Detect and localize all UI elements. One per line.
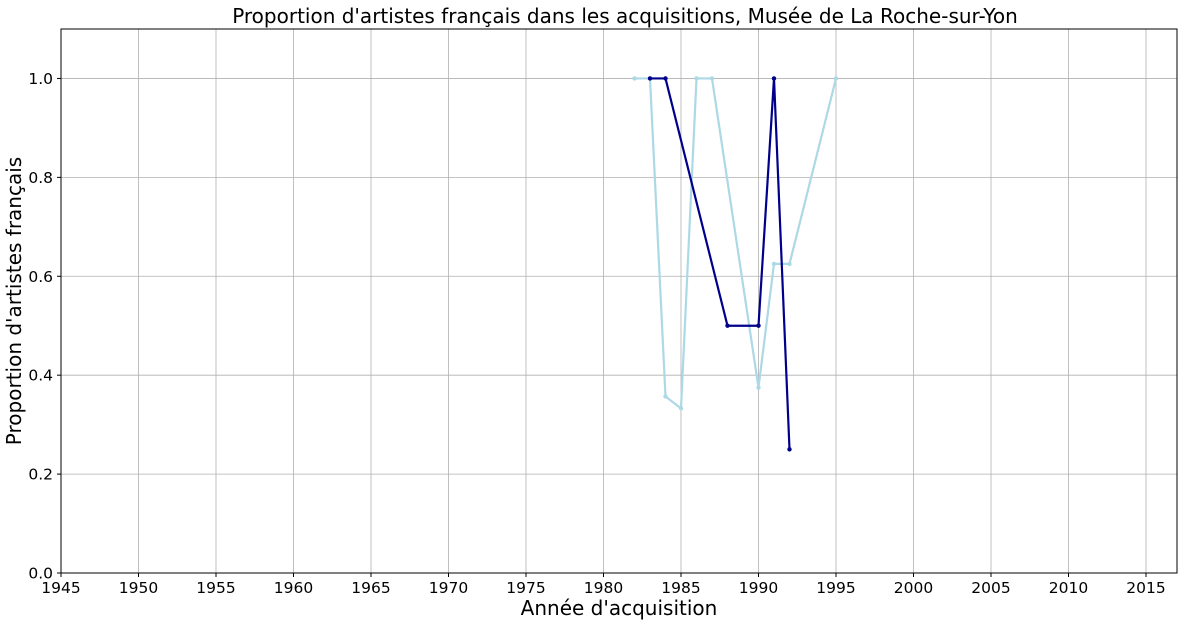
- series-layer: [632, 76, 839, 452]
- x-tick-label: 2010: [1049, 579, 1088, 597]
- data-point: [787, 447, 792, 452]
- x-tick-label: 1995: [816, 579, 855, 597]
- y-tick-label: 0.2: [28, 466, 53, 484]
- x-tick-label: 1965: [351, 579, 390, 597]
- x-tick-label: 1955: [196, 579, 235, 597]
- x-tick-label: 1975: [506, 579, 545, 597]
- data-point: [663, 76, 668, 81]
- x-tick-label: 2015: [1126, 579, 1165, 597]
- x-tick-label: 2005: [971, 579, 1010, 597]
- data-point: [756, 385, 761, 390]
- data-point: [647, 76, 653, 81]
- y-tick-label: 1.0: [28, 70, 53, 88]
- x-tick-label: 1960: [274, 579, 313, 597]
- data-point: [833, 76, 839, 81]
- series-2: [647, 76, 792, 452]
- chart-title: Proportion d'artistes français dans les …: [232, 4, 1018, 28]
- x-axis-label: Année d'acquisition: [521, 596, 718, 620]
- y-tick-label: 0.6: [28, 268, 53, 286]
- y-tick-label: 0.0: [28, 565, 53, 583]
- x-axis: 1945 1950 1955 1960 1965 1970 1975 1980 1985 1990…: [41, 573, 1166, 597]
- x-tick-label: 1945: [41, 579, 80, 597]
- grid: [60, 29, 1177, 574]
- data-point: [771, 76, 777, 81]
- x-tick-label: 1990: [739, 579, 778, 597]
- series-1: [632, 76, 839, 411]
- data-point: [725, 323, 730, 328]
- x-tick-label: 1985: [661, 579, 700, 597]
- data-point: [694, 76, 699, 81]
- data-point: [771, 261, 777, 267]
- x-tick-label: 1950: [119, 579, 158, 597]
- series-line: [650, 77, 791, 450]
- plot-frame: [60, 28, 1178, 574]
- y-axis: 0.0 0.2 0.4 0.6 0.8 1.0: [28, 70, 61, 583]
- data-point: [632, 76, 637, 81]
- data-point: [709, 76, 715, 81]
- data-point: [756, 323, 761, 328]
- x-tick-label: 1980: [584, 579, 623, 597]
- x-tick-label: 1970: [429, 579, 468, 597]
- data-point: [663, 394, 668, 399]
- data-point: [678, 406, 684, 411]
- data-point: [787, 261, 792, 267]
- x-tick-label: 2000: [894, 579, 933, 597]
- y-tick-label: 0.4: [28, 367, 53, 385]
- y-tick-label: 0.8: [28, 169, 53, 187]
- y-axis-label: Proportion d'artistes français: [2, 157, 26, 445]
- series-line: [634, 77, 838, 410]
